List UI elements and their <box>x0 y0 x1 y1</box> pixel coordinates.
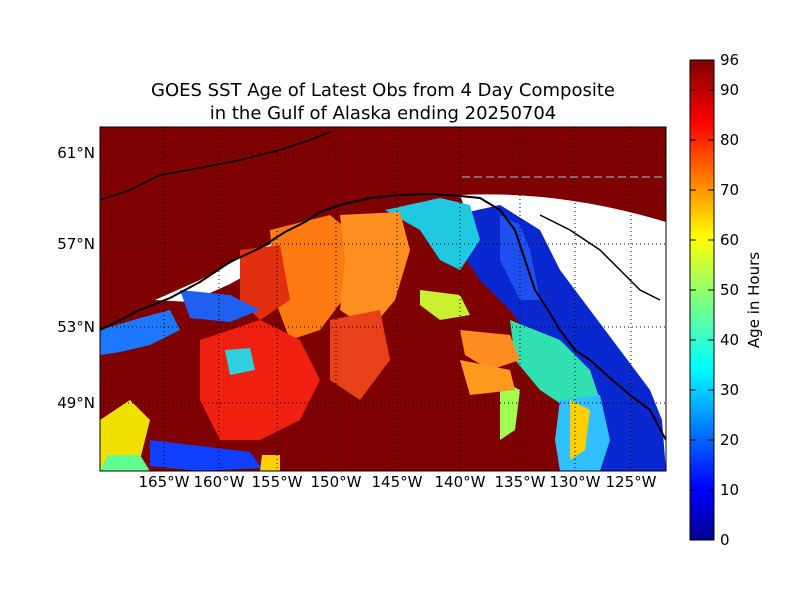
lon-label-145w: 145°W <box>371 473 423 491</box>
lon-label-165w: 165°W <box>138 473 190 491</box>
map-title-line-2: in the Gulf of Alaska ending 20250704 <box>209 103 557 124</box>
colorbar-tick-90: 90 <box>720 81 740 99</box>
colorbar-label: Age in Hours <box>745 251 763 349</box>
coastline-north <box>100 131 331 201</box>
lat-label-61n: 61°N <box>57 144 95 162</box>
colorbar-tick-60: 60 <box>720 231 740 249</box>
colorbar-tick-96: 96 <box>720 51 740 69</box>
blue-patch-aleutian <box>100 310 180 355</box>
graticule <box>100 127 666 471</box>
lon-label-140w: 140°W <box>434 473 486 491</box>
lon-label-135w: 135°W <box>494 473 546 491</box>
colorbar-tick-20: 20 <box>720 431 740 449</box>
mid-age-patch-north <box>385 198 480 270</box>
lat-label-49n: 49°N <box>57 394 95 412</box>
colorbar-tick-0: 0 <box>720 531 730 549</box>
lat-label-57n: 57°N <box>57 235 95 253</box>
colorbar-tick-80: 80 <box>720 131 740 149</box>
orange-patch-central <box>270 215 360 340</box>
colorbar-tick-10: 10 <box>720 481 740 499</box>
lon-label-125w: 125°W <box>605 473 657 491</box>
blue-patch-south <box>150 440 262 471</box>
map-frame <box>99 126 667 472</box>
colorbar-tick-30: 30 <box>720 381 740 399</box>
map-area <box>100 127 666 471</box>
lat-label-53n: 53°N <box>57 318 95 336</box>
lon-label-130w: 130°W <box>549 473 601 491</box>
colorbar-tick-50: 50 <box>720 281 740 299</box>
map-title-line-1: GOES SST Age of Latest Obs from 4 Day Co… <box>151 80 615 101</box>
colorbar-tick-40: 40 <box>720 331 740 349</box>
colorbar <box>689 59 715 541</box>
lon-label-150w: 150°W <box>310 473 362 491</box>
colorbar-ticks <box>690 89 714 491</box>
lon-label-160w: 160°W <box>193 473 245 491</box>
yellow-patch-southwest <box>100 400 150 471</box>
lon-label-155w: 155°W <box>251 473 303 491</box>
yellow-green-patch <box>420 290 470 320</box>
colorbar-tick-70: 70 <box>720 181 740 199</box>
